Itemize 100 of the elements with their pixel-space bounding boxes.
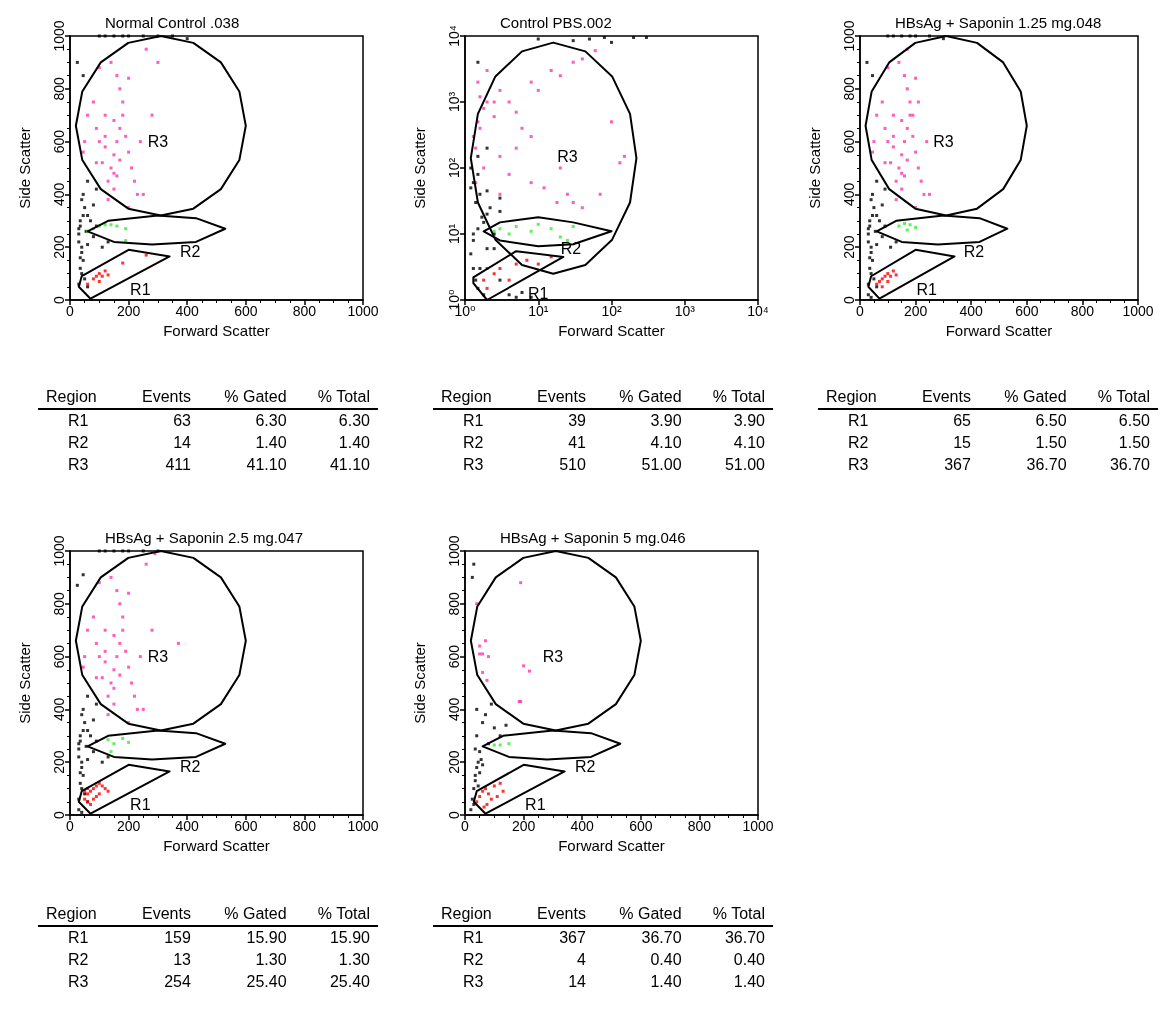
annotation: R1 — [916, 280, 938, 298]
data-label: 367 — [558, 928, 587, 948]
data-label: 65 — [952, 411, 972, 431]
text: Events — [141, 904, 192, 924]
y-tick-label: 10³ — [446, 91, 462, 113]
text: % Total — [316, 904, 371, 924]
y-tick-label: 200 — [446, 750, 462, 774]
x-tick-label: 800 — [292, 818, 317, 834]
data-label: 51.00 — [723, 455, 766, 475]
x-axis-title: Forward Scatter — [558, 836, 665, 854]
x-tick-label: 800 — [292, 303, 317, 319]
category-label: R2 — [67, 433, 90, 453]
x-tick-label: 600 — [629, 818, 653, 834]
y-tick-label: 0 — [51, 295, 67, 304]
text: % Gated — [1003, 387, 1068, 407]
y-tick-label: 1000 — [51, 20, 67, 52]
annotation: R3 — [147, 648, 169, 666]
annotation: R2 — [963, 242, 985, 260]
x-tick-label: 10³ — [674, 303, 696, 319]
data-label: 6.50 — [1117, 411, 1151, 431]
data-label: 39 — [567, 411, 587, 431]
category-label: R1 — [462, 411, 485, 431]
text: Events — [141, 387, 192, 407]
data-label: 411 — [164, 455, 192, 475]
data-label: 1.40 — [649, 972, 683, 992]
annotation: R1 — [525, 795, 546, 813]
data-label: 36.70 — [640, 928, 683, 948]
data-label: 1.40 — [732, 972, 766, 992]
category-label: R2 — [462, 950, 485, 970]
chart-title: HBsAg + Saponin 2.5 mg.047 — [105, 529, 304, 546]
x-axis-title: Forward Scatter — [163, 321, 270, 339]
y-tick-label: 800 — [51, 76, 67, 101]
category-label: R2 — [462, 433, 485, 453]
text: % Gated — [223, 387, 288, 407]
y-tick-label: 0 — [841, 295, 857, 304]
data-label: 4.10 — [649, 433, 683, 453]
x-axis-title: Forward Scatter — [163, 836, 270, 854]
text: Region — [440, 904, 493, 924]
y-axis-title: Side Scatter — [806, 127, 823, 209]
category-label: R3 — [847, 455, 870, 475]
data-label: 15.90 — [245, 928, 288, 948]
annotation: R1 — [528, 285, 549, 303]
data-label: 4 — [576, 950, 587, 970]
y-tick-label: 1000 — [446, 535, 462, 567]
y-tick-label: 600 — [841, 129, 857, 154]
y-tick-label: 200 — [841, 235, 857, 259]
text: % Gated — [618, 387, 683, 407]
chart-title: Control PBS.002 — [500, 14, 612, 31]
y-tick-label: 400 — [51, 182, 67, 207]
x-tick-label: 400 — [175, 818, 200, 834]
annotation: R2 — [574, 757, 596, 775]
x-axis-title: Forward Scatter — [558, 321, 665, 339]
text: Region — [440, 387, 493, 407]
y-tick-label: 600 — [51, 129, 67, 154]
x-tick-label: 400 — [959, 303, 984, 319]
category-label: R1 — [67, 928, 90, 948]
data-label: 15 — [952, 433, 972, 453]
data-label: 510 — [558, 455, 587, 475]
x-tick-label: 200 — [116, 818, 141, 834]
text: % Gated — [618, 904, 683, 924]
category-label: R3 — [462, 455, 485, 475]
y-tick-label: 10¹ — [446, 223, 462, 245]
data-label: 51.00 — [640, 455, 683, 475]
x-tick-label: 10¹ — [528, 303, 549, 319]
text: % Total — [711, 387, 766, 407]
y-tick-label: 800 — [446, 591, 462, 616]
data-label: 41.10 — [328, 455, 371, 475]
y-tick-label: 10² — [446, 157, 462, 179]
y-tick-label: 200 — [51, 750, 67, 774]
data-label: 1.50 — [1034, 433, 1068, 453]
text: Events — [921, 387, 972, 407]
x-tick-label: 800 — [1070, 303, 1095, 319]
data-label: 36.70 — [723, 928, 766, 948]
y-tick-label: 1000 — [51, 535, 67, 567]
x-tick-label: 400 — [570, 818, 595, 834]
y-tick-label: 1000 — [841, 20, 857, 52]
chart-title: HBsAg + Saponin 5 mg.046 — [500, 529, 686, 546]
y-tick-label: 10⁴ — [446, 25, 462, 47]
y-tick-label: 600 — [446, 644, 462, 669]
data-label: 13 — [172, 950, 192, 970]
x-tick-label: 600 — [234, 303, 258, 319]
text: Region — [45, 387, 98, 407]
y-axis-title: Side Scatter — [16, 642, 33, 724]
y-tick-label: 800 — [841, 76, 857, 101]
text: % Total — [316, 387, 371, 407]
y-tick-label: 400 — [841, 182, 857, 207]
data-label: 1.40 — [337, 433, 371, 453]
category-label: R1 — [67, 411, 90, 431]
x-tick-label: 200 — [511, 818, 536, 834]
data-label: 25.40 — [245, 972, 288, 992]
annotation: R1 — [130, 795, 151, 813]
y-tick-label: 0 — [51, 810, 67, 819]
x-tick-label: 200 — [903, 303, 928, 319]
x-tick-label: 10² — [601, 303, 622, 319]
text: Region — [825, 387, 878, 407]
data-label: 1.30 — [254, 950, 288, 970]
y-tick-label: 800 — [51, 591, 67, 616]
y-axis-title: Side Scatter — [411, 642, 428, 724]
annotation: R3 — [557, 147, 578, 165]
x-tick-label: 1000 — [347, 818, 379, 834]
